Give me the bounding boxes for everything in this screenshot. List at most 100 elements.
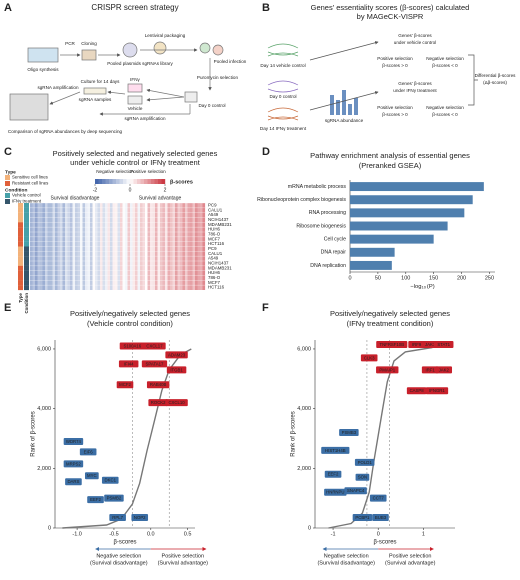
label: CASP8 [410, 388, 425, 393]
colorbar-step [140, 179, 145, 184]
gene-box [355, 473, 370, 481]
label: sgRNA abundance [325, 118, 364, 123]
label: HCT116 [208, 241, 225, 246]
label: Ribosome biogenesis [296, 223, 346, 229]
label: 6,000 [37, 346, 51, 352]
type-strip [18, 217, 23, 223]
label: DNA replication [310, 263, 346, 269]
label: Genes' β-scores [398, 81, 432, 86]
label: -0.5 [109, 531, 118, 537]
condition-strip [24, 246, 29, 252]
label: Day 14 IFNγ treatment [260, 126, 307, 131]
label: Positive selection [130, 169, 166, 174]
label: TNFRSF10B [379, 342, 404, 347]
gene-box [63, 460, 84, 468]
label: ROCK2 [151, 400, 166, 405]
label: (Δβ-scores) [483, 80, 507, 85]
type-strip [18, 203, 23, 208]
label: MCF2 [119, 382, 131, 387]
condition-strip [24, 217, 29, 223]
label: D [262, 146, 270, 158]
gene-box [79, 448, 97, 456]
colorbar-step [151, 179, 155, 184]
condition-strip [24, 241, 29, 247]
label: Type [5, 169, 16, 175]
label: HUH6 [208, 227, 221, 232]
label: Lentiviral packaging [145, 33, 186, 38]
type-strip [18, 227, 23, 233]
colorbar-step [116, 179, 120, 184]
colorbar-step [137, 179, 141, 184]
type-strip [18, 265, 23, 271]
colorbar-step [109, 179, 113, 184]
label: S100A16 [124, 343, 142, 348]
gene-box [421, 366, 439, 374]
label: JAK1 [425, 342, 436, 347]
label: C [4, 146, 12, 158]
label: 200 [457, 275, 466, 281]
label: Pathway enrichment analysis of essential… [310, 151, 470, 160]
bar [350, 234, 434, 244]
label: MDAMB231 [208, 265, 232, 270]
label: Comparison of sgRNA abundances by deep s… [8, 129, 123, 134]
label: PC9 [208, 203, 217, 208]
label: IRF1 [426, 367, 436, 372]
label: F [262, 302, 269, 314]
legend-swatch [5, 193, 10, 198]
label: Negative selection [96, 553, 141, 559]
gene-box [101, 476, 119, 484]
label: DNA repair [321, 250, 347, 256]
label: HNRNPU [326, 490, 344, 495]
label: Day 14 vehicle control [260, 63, 305, 68]
label: Survival advantage [139, 195, 182, 201]
x-axis-label-sub: 10 [421, 285, 426, 290]
colorbar-step [154, 179, 159, 184]
gene-box [87, 496, 104, 504]
label: Day 0 control [198, 103, 225, 108]
label: Vehicle control [12, 193, 41, 198]
label: 786-O [208, 232, 221, 237]
type-strip [18, 232, 23, 237]
label: NOP2 [134, 515, 146, 520]
label: A549 [208, 212, 219, 217]
gene-box [344, 487, 367, 495]
condition-strip [24, 222, 29, 228]
label: Cloning [81, 41, 97, 46]
label: RPL7 [112, 515, 123, 520]
label: mRNA metabolic process [288, 184, 347, 190]
label: Condition [24, 293, 29, 314]
legend-swatch [5, 199, 10, 204]
label: CRISPR screen strategy [91, 3, 178, 12]
label: SNAPC4 [347, 488, 365, 493]
decoration-a [9, 41, 224, 121]
bar [350, 247, 395, 257]
gene-box [166, 366, 187, 374]
gene-box [109, 514, 126, 522]
colorbar-step [98, 179, 103, 184]
type-strip [18, 241, 23, 247]
label: β-scores > 0 [382, 112, 408, 117]
bar [350, 260, 392, 270]
label: (IFNγ treatment condition) [347, 319, 434, 328]
label: Survival disadvantage [51, 195, 100, 201]
colorbar-step [112, 179, 117, 184]
label: Positive selection [377, 56, 413, 61]
type-strip [18, 256, 23, 262]
gene-box [63, 437, 84, 445]
gene-box [376, 340, 408, 348]
condition-strip [24, 236, 29, 242]
gene-box [433, 340, 454, 348]
label: Negative selection [426, 56, 464, 61]
colorbar-step [130, 179, 134, 184]
type-strip [18, 270, 23, 276]
gene-box [369, 494, 387, 502]
gene-box [84, 472, 99, 480]
label: HCT116 [208, 285, 225, 290]
bar [350, 195, 473, 205]
gene-box [148, 399, 168, 407]
label: (Survival disadvantage) [317, 560, 375, 566]
condition-strip [24, 270, 29, 276]
label: sgRNA samples [79, 97, 112, 102]
label: HUH6 [208, 270, 221, 275]
label: Genes' essentiality scores (β-scores) ca… [311, 3, 470, 12]
